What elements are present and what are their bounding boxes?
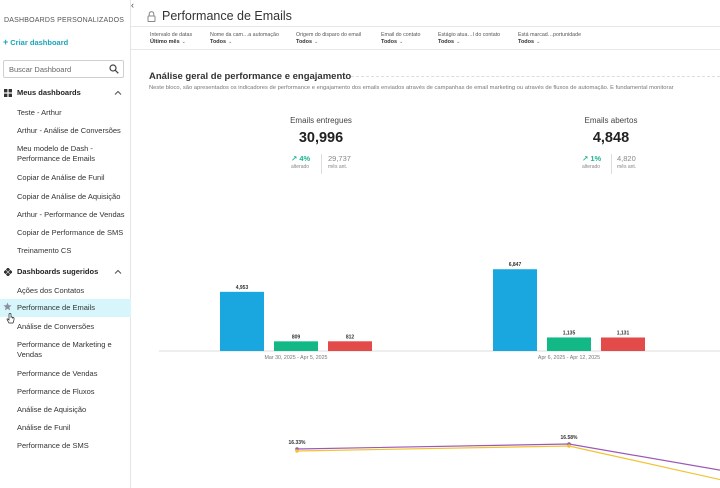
chevron-up-icon[interactable] [113, 88, 123, 98]
create-dashboard-button[interactable]: + Criar dashboard [3, 37, 68, 47]
hand-cursor-icon [6, 313, 15, 324]
bar-data-label: 1,135 [563, 330, 576, 336]
chevron-down-icon: ⌄ [399, 39, 404, 45]
x-tick-label: Apr 6, 2025 - Apr 12, 2025 [538, 355, 600, 361]
sidebar-item-performance-emails[interactable]: Performance de Emails [0, 299, 131, 317]
line-data-label: 16.58% [561, 435, 579, 441]
kpi-value: 4,848 [592, 130, 630, 146]
series-line [296, 443, 720, 471]
filter-email-origin[interactable]: Origem do disparo do email Todos ⌄ [296, 32, 362, 45]
diamond-grid-icon [4, 268, 12, 276]
sidebar-item-acoes-contatos[interactable]: Ações dos Contatos [17, 286, 85, 295]
line-data-label: 16.33% [289, 440, 307, 446]
plus-icon: + [3, 37, 9, 47]
collapse-sidebar-button[interactable]: ‹ [131, 0, 134, 10]
chevron-down-icon: ⌄ [456, 39, 461, 45]
bar-data-label: 1,131 [617, 330, 630, 336]
arrow-up-icon: ↗ [291, 154, 298, 163]
sidebar-item-analise-conversoes[interactable]: Análise de Conversões [17, 322, 95, 331]
kpi-separator [611, 154, 612, 174]
sidebar-item-copiar-funil[interactable]: Copiar de Análise de Funil [17, 173, 105, 182]
data-point [295, 449, 299, 453]
suggested-dashboards-label: Dashboards sugeridos [17, 267, 99, 276]
filters-bar: Intervalo de datas Último mês ⌄ Nome da c… [131, 26, 720, 50]
bar [274, 341, 318, 351]
star-icon[interactable] [3, 302, 12, 311]
sidebar-title: DASHBOARDS PERSONALIZADOS [4, 17, 125, 24]
sidebar-item-arthur-vendas[interactable]: Arthur - Performance de Vendas [17, 210, 125, 219]
charts-area: 4,953 809 812 Mar 30, 2025 - Apr 5, 2025 6,8… [159, 262, 720, 481]
bar-data-label: 809 [292, 334, 301, 340]
bar [493, 269, 537, 351]
kpi-title: Emails abertos [584, 116, 638, 125]
series-line [296, 445, 720, 481]
arrow-up-icon: ↗ [582, 154, 589, 163]
bar-data-label: 4,953 [236, 285, 249, 291]
suggested-dashboards-section[interactable]: Dashboards sugeridos [0, 265, 131, 279]
sidebar-item-treinamento-cs[interactable]: Treinamento CS [17, 246, 72, 255]
kpi-emails-opened: Emails abertos 4,848 [561, 116, 661, 146]
lock-icon [147, 11, 156, 22]
search-dashboard-input[interactable] [3, 60, 124, 78]
grid-icon [4, 89, 12, 97]
page-title: Performance de Emails [162, 9, 292, 23]
kpi-emails-delivered: Emails entregues 30,996 [271, 116, 371, 146]
kpi-previous: 4,820 mês ant. [617, 154, 637, 170]
kpi-previous: 29,737 mês ant. [328, 154, 351, 170]
sidebar-item-performance-fluxos[interactable]: Performance de Fluxos [17, 387, 95, 396]
sidebar-item-performance-sms[interactable]: Performance de SMS [17, 441, 89, 450]
filter-date-range[interactable]: Intervalo de datas Último mês ⌄ [150, 32, 193, 45]
kpi-change: ↗ 1% alterado [582, 154, 602, 170]
filter-campaign-name[interactable]: Nome da cam…a automação Todos ⌄ [210, 32, 279, 45]
kpi-separator [321, 154, 322, 174]
sidebar-item-teste-arthur[interactable]: Teste - Arthur [17, 108, 62, 117]
main-content: Performance de Emails Intervalo de datas… [131, 0, 720, 488]
filter-contact-email[interactable]: Email do contato Todos ⌄ [381, 32, 421, 45]
sidebar-item-analise-funil[interactable]: Análise de Funil [17, 423, 71, 432]
bar [547, 337, 591, 351]
kpi-change: ↗ 4% alterado [291, 154, 311, 170]
bar [601, 337, 645, 351]
sidebar-item-arthur-conversoes[interactable]: Arthur - Análise de Conversões [17, 126, 121, 135]
x-tick-label: Mar 30, 2025 - Apr 5, 2025 [264, 355, 327, 361]
sidebar-item-performance-vendas[interactable]: Performance de Vendas [17, 369, 98, 378]
sidebar-item-label: Performance de Emails [17, 303, 95, 312]
bar [220, 291, 264, 351]
section-description: Neste bloco, são apresentados os indicad… [149, 85, 674, 91]
chevron-down-icon: ⌄ [536, 39, 541, 45]
bar-data-label: 812 [346, 334, 355, 340]
sidebar-item-copiar-aquisicao[interactable]: Copiar de Análise de Aquisição [17, 192, 121, 201]
chevron-up-icon[interactable] [113, 267, 123, 277]
sidebar-item-modelo-emails[interactable]: Meu modelo de Dash - Performance de Emai… [17, 144, 95, 163]
bar-data-label: 6,847 [509, 262, 522, 268]
data-point [567, 444, 571, 448]
sidebar-item-analise-aquisicao[interactable]: Análise de Aquisição [17, 405, 87, 414]
kpi-title: Emails entregues [290, 116, 352, 125]
section-divider [351, 76, 720, 77]
filter-opportunity[interactable]: Está marcad…portunidade Todos ⌄ [518, 32, 582, 45]
kpi-value: 30,996 [298, 130, 344, 146]
create-dashboard-label: Criar dashboard [10, 38, 69, 47]
section-title: Análise geral de performance e engajamen… [149, 71, 352, 82]
chevron-down-icon: ⌄ [181, 39, 186, 45]
filter-contact-stage[interactable]: Estágio atua…l do contato Todos ⌄ [438, 32, 501, 45]
chevron-down-icon: ⌄ [314, 39, 319, 45]
search-icon[interactable] [109, 64, 119, 74]
bar [328, 341, 372, 351]
my-dashboards-label: Meus dashboards [17, 88, 81, 97]
sidebar: DASHBOARDS PERSONALIZADOS + Criar dashboa… [0, 0, 131, 488]
my-dashboards-section[interactable]: Meus dashboards [0, 86, 131, 100]
chevron-down-icon: ⌄ [228, 39, 233, 45]
sidebar-item-marketing-vendas[interactable]: Performance de Marketing e Vendas [17, 340, 112, 359]
sidebar-item-copiar-sms[interactable]: Copiar de Performance de SMS [17, 228, 124, 237]
